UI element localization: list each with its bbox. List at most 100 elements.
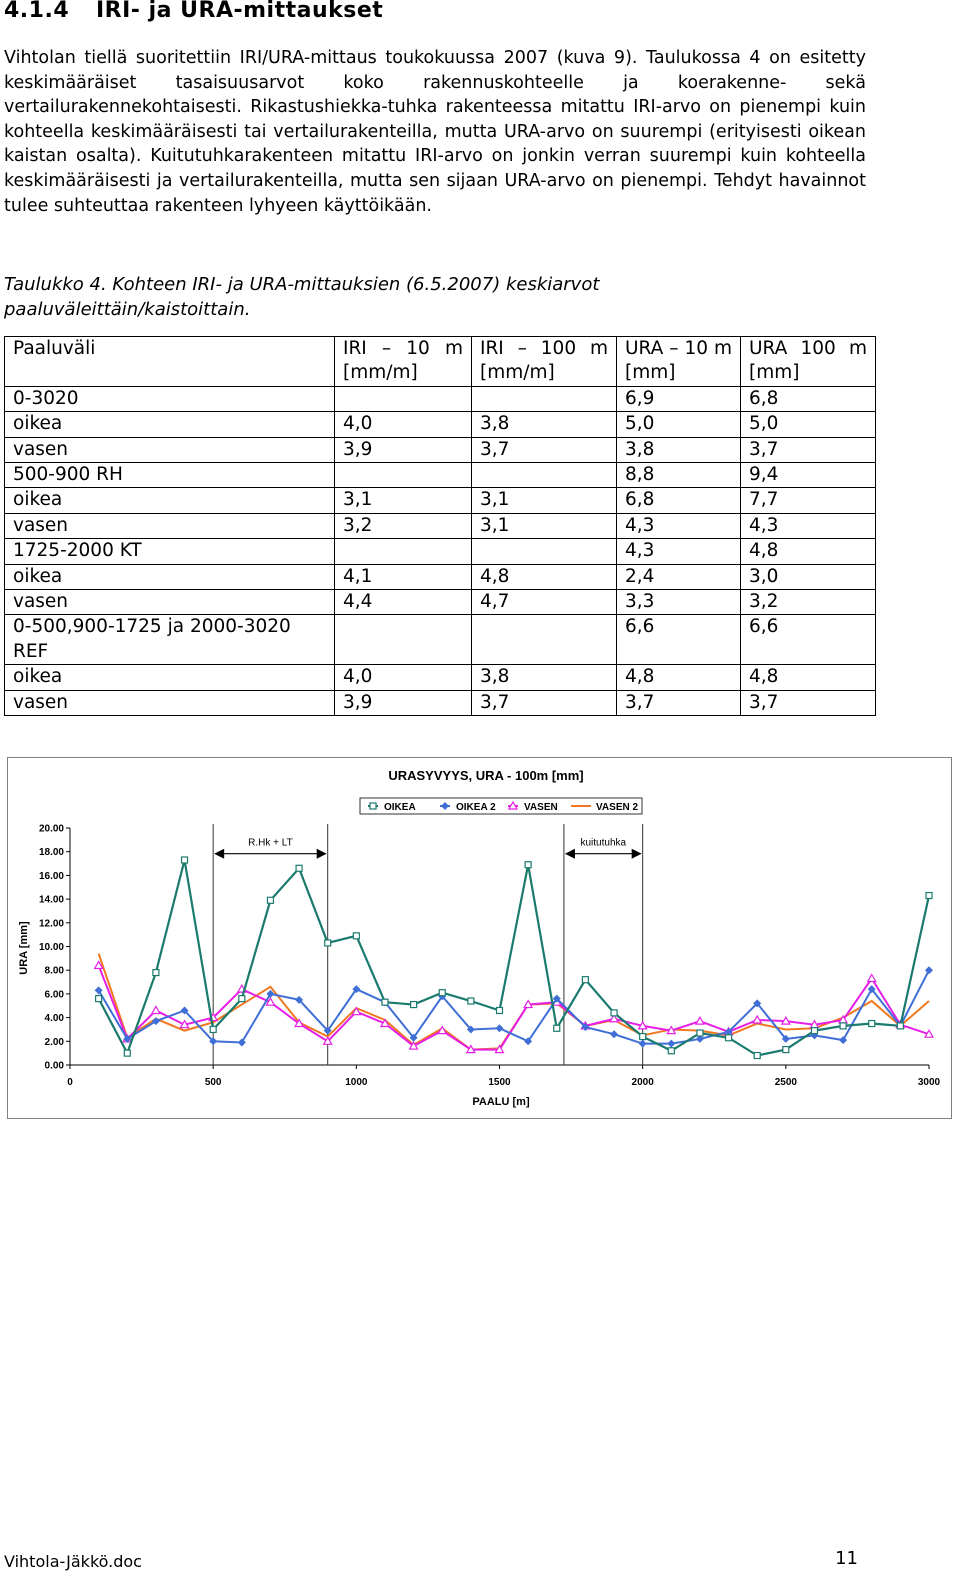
legend-entry: OIKEA 2 [456,802,496,813]
series-marker [781,1034,790,1043]
table-cell: 0-3020 [4,385,335,413]
table-row: vasen 3,2 3,1 4,3 4,3 [4,512,876,540]
series-marker [381,998,389,1006]
series-marker [638,1039,647,1048]
table-cell: 3,1 [334,487,472,514]
series-marker [352,932,360,940]
paragraph-text: Vihtolan tiellä suoritettiin IRI/URA-mit… [4,48,866,216]
annotation-arrowhead [214,848,225,859]
table-header-cell: IRI – 10 m [mm/m] [334,336,472,387]
series-marker [209,1025,217,1034]
table-row: 0-500,900-1725 ja 2000-3020 REF 6,6 6,6 [4,614,876,666]
series-marker [753,1051,761,1060]
table-cell: 3,7 [740,689,876,717]
table-cell: 1725-2000 KT [4,538,335,565]
table-cell: 3,7 [616,689,741,717]
series-marker [324,939,332,947]
series-marker [294,1018,305,1028]
table-cell: 4,8 [616,664,741,691]
series-line [97,859,931,1057]
x-tick-label: 1000 [345,1077,368,1088]
series-marker [408,1040,419,1050]
table-cell [471,462,617,489]
legend-entry: OIKEA [384,802,416,813]
series-marker [265,996,276,1006]
series-marker [409,1033,418,1042]
results-table: Paaluväli IRI – 10 m [mm/m] IRI – 100 m … [4,336,876,717]
series-marker [438,989,446,997]
table-cell: 5,0 [740,411,876,438]
table-cell: 4,0 [334,411,472,438]
series-marker [322,1036,333,1045]
series-marker [123,1049,131,1057]
table-row: 500-900 RH 8,8 9,4 [4,462,876,489]
table-cell: 5,0 [616,411,741,438]
annotation-arrowhead [564,848,575,859]
table-cell: 6,8 [616,487,741,514]
table-cell: 3,7 [471,689,617,717]
table-cell: 3,0 [740,563,876,591]
annotation-label: R.Hk + LT [248,838,293,849]
annotation-arrowhead [631,848,642,859]
y-tick-label: 14.00 [39,895,64,906]
table-cell: oikea [4,487,335,514]
table-cell: 0-500,900-1725 ja 2000-3020 REF [4,614,335,666]
table-cell: 4,7 [471,589,617,616]
y-axis-label: URA [mm] [18,921,30,975]
table-cell: 3,2 [740,589,876,616]
series-marker [524,1037,533,1046]
series-marker [95,995,103,1003]
series-marker [369,802,377,810]
table-header-cell: Paaluväli [4,336,335,387]
series-marker [695,1034,704,1043]
series-marker [410,1000,418,1009]
series-marker [581,976,590,984]
page-number: 11 [835,1548,858,1569]
section-number: 4.1.4 [4,0,70,23]
y-tick-label: 2.00 [45,1037,65,1048]
table-row: 1725-2000 KT 4,3 4,8 [4,538,876,565]
y-tick-label: 20.00 [39,824,64,835]
series-marker [266,989,275,998]
series-marker [152,968,160,977]
series-marker [295,995,304,1004]
table-row: 0-3020 6,9 6,8 [4,385,876,413]
series-marker [724,1027,733,1036]
series-oikea [95,856,933,1060]
series-marker [437,1025,448,1035]
table-cell: vasen [4,589,335,616]
table-row: oikea 4,0 3,8 4,8 4,8 [4,664,876,691]
series-marker [552,994,561,1003]
chart-axes: 0.00 2.00 4.00 6.00 8.00 10.00 12.00 14.00 16.00… [39,824,941,1089]
table-cell: oikea [4,411,335,438]
series-marker [839,1036,848,1045]
table-cell: 8,8 [616,462,741,489]
series-marker [94,986,103,995]
x-tick-label: 0 [67,1077,73,1088]
table-cell: 3,1 [471,512,617,540]
series-marker [753,999,762,1008]
y-tick-label: 10.00 [39,942,64,953]
series-marker [780,1015,791,1025]
table-cell: 4,3 [616,538,741,565]
table-cell: 6,9 [616,385,741,413]
table-cell: 4,1 [334,563,472,591]
series-marker [694,1015,705,1025]
series-marker [495,1024,504,1033]
table-cell: 3,7 [740,436,876,464]
series-marker [839,1022,847,1030]
table-cell [334,614,472,666]
table-cell: 3,9 [334,689,472,717]
series-marker [752,1014,763,1024]
table-cell: 4,3 [616,512,741,540]
table-cell: 7,7 [740,487,876,514]
series-marker [238,995,246,1003]
series-vasen [93,960,935,1054]
series-marker [209,1037,218,1046]
series-marker [180,1006,189,1015]
x-tick-label: 2500 [775,1077,798,1088]
table-cell: 2,4 [616,563,741,591]
table-cell: vasen [4,689,335,717]
series-marker [465,1044,476,1054]
series-marker [295,864,303,872]
